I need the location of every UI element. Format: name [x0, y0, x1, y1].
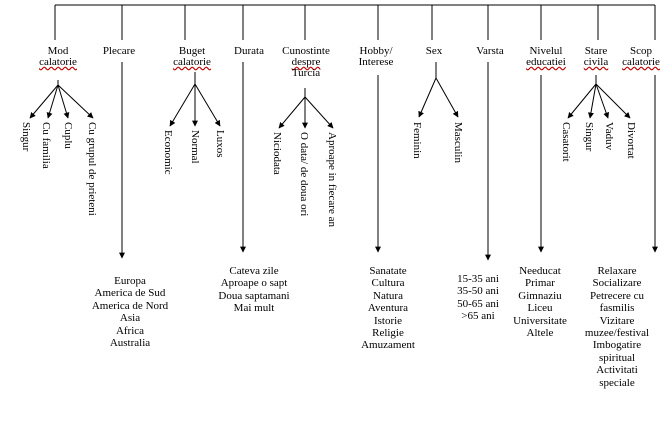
buget-branch-arrow: [169, 83, 196, 127]
buget-option-economic: Economic: [162, 130, 174, 175]
cunostinte-option-niciodata: Niciodata: [271, 132, 283, 175]
list-item: Altele: [526, 327, 554, 340]
stare-branch-arrow: [595, 83, 610, 119]
list-item: 35-50 ani: [457, 285, 499, 298]
mod-branch-arrow: [46, 84, 59, 119]
category-plecare: Plecare: [102, 45, 136, 57]
list-item: Gimnaziu: [518, 289, 562, 302]
list-item: Cateva zile: [229, 265, 279, 277]
list-item: Primar: [525, 277, 555, 290]
sex-option-masculin: Masculin: [452, 122, 464, 163]
list-item: >65 ani: [461, 310, 495, 323]
cunostinte-option-o-data: O data/ de doua ori: [298, 132, 310, 217]
mod-option-cuplu: Cuplu: [62, 122, 74, 149]
list-item: 50-65 ani: [457, 297, 499, 310]
cunostinte-branch-arrow: [304, 96, 334, 129]
category-cunostinte-despre-turcia: Cunostinte despre Turcia: [282, 45, 330, 79]
category-buget-calatorie: Buget calatorie: [173, 45, 211, 68]
stare-option-divortat: Divortat: [625, 122, 637, 159]
category-hobby-interese: Hobby/ Interese: [358, 45, 394, 68]
varsta-list: 15-35 ani 35-50 ani 50-65 ani >65 ani: [457, 273, 499, 323]
list-item: Imbogatire: [592, 339, 642, 352]
list-item: Cultura: [371, 277, 405, 290]
stare-option-singur: Singur: [583, 122, 595, 152]
list-item: Sanatate: [369, 265, 407, 277]
mod-branch-arrow: [29, 84, 59, 119]
cunostinte-option-aproape-in-fiecare-an: Aproape in fiecare an: [326, 132, 338, 227]
list-item: Socializare: [592, 277, 642, 290]
list-item: 15-35 ani: [457, 273, 499, 285]
list-item: Europa: [114, 275, 146, 287]
list-item: Istorie: [373, 314, 403, 327]
list-item: Activitati: [596, 364, 638, 377]
list-item: America de Nord: [91, 299, 169, 312]
stare-branch-arrow: [587, 83, 597, 119]
mod-branch-arrow: [57, 84, 94, 119]
list-item: muzee/festival: [584, 327, 650, 340]
plecare-list: Europa America de Sud America de Nord As…: [92, 275, 168, 349]
list-item: Asia: [119, 312, 141, 325]
stare-option-vaduv: Vaduv: [603, 122, 615, 151]
list-item: Universitate: [513, 314, 567, 327]
list-item: Petrecere cu: [589, 289, 645, 302]
mod-branch-arrow: [57, 84, 70, 119]
list-item: Africa: [115, 324, 145, 337]
list-item: Needucat: [519, 265, 561, 277]
list-item: Mai mult: [233, 302, 275, 315]
list-item: Doua saptamani: [218, 289, 290, 302]
mod-option-singur: Singur: [20, 122, 32, 152]
scop-list: Relaxare Socializare Petrecere cu fasmil…: [585, 265, 649, 389]
list-item: Vizitare: [599, 314, 635, 327]
sex-option-feminin: Feminin: [411, 122, 423, 159]
stare-branch-arrow: [567, 83, 597, 119]
list-item: Aproape o sapt: [220, 277, 288, 290]
category-scop-calatorie: Scop calatorie: [622, 45, 660, 68]
list-item: Australia: [109, 337, 151, 350]
hobby-list: Sanatate Cultura Natura Aventura Istorie…: [361, 265, 415, 352]
list-item: speciale: [599, 376, 635, 389]
category-nivelul-educatiei: Nivelul educatiei: [526, 45, 566, 68]
nivel-list: Needucat Primar Gimnaziu Liceu Universit…: [513, 265, 567, 339]
stare-branch-arrow: [595, 83, 631, 119]
list-item: Relaxare: [597, 265, 637, 277]
buget-option-normal: Normal: [189, 130, 201, 164]
stare-option-casatorit: Casatorit: [560, 122, 572, 162]
list-item: Aventura: [367, 302, 409, 315]
category-varsta: Varsta: [476, 45, 504, 57]
mod-option-cu-grupul-de-prieteni: Cu grupul de prieteni: [86, 122, 98, 216]
buget-option-luxos: Luxos: [214, 130, 226, 158]
list-item: Religie: [372, 327, 404, 340]
category-mod-calatorie: Mod calatorie: [39, 45, 77, 68]
category-durata: Durata: [234, 45, 264, 57]
category-stare-civila: Stare civila: [583, 45, 609, 68]
durata-list: Cateva zile Aproape o sapt Doua saptaman…: [218, 265, 289, 315]
buget-branch-arrow: [194, 83, 221, 127]
list-item: spiritual: [598, 351, 636, 364]
category-sex: Sex: [425, 45, 443, 57]
list-item: America de Sud: [94, 287, 166, 300]
cunostinte-branch-arrow: [278, 96, 306, 129]
list-item: Natura: [373, 289, 403, 302]
list-item: Amuzament: [361, 339, 415, 352]
sex-branch-arrow: [435, 77, 459, 118]
list-item: fasmilis: [599, 302, 635, 315]
mod-option-cu-familia: Cu familia: [40, 122, 52, 169]
list-item: Liceu: [527, 302, 553, 315]
sex-branch-arrow: [418, 77, 437, 118]
